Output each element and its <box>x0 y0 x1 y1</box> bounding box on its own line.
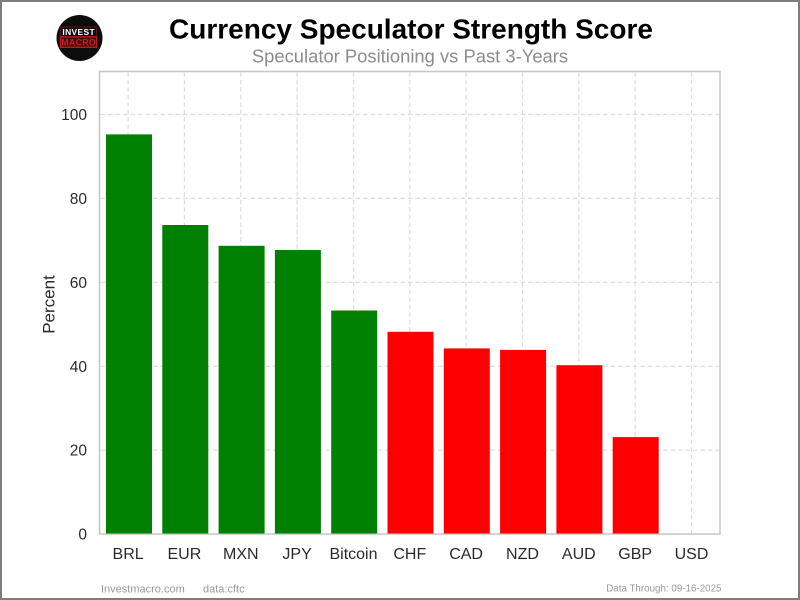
svg-text:USD: USD <box>675 546 709 563</box>
svg-text:JPY: JPY <box>282 546 312 563</box>
svg-text:40: 40 <box>70 359 88 376</box>
svg-text:MACRO: MACRO <box>61 37 96 47</box>
svg-text:Investmacro.com: Investmacro.com <box>101 584 185 596</box>
svg-text:EUR: EUR <box>168 546 202 563</box>
svg-text:Percent: Percent <box>40 275 59 334</box>
svg-text:data:cftc: data:cftc <box>203 584 245 596</box>
svg-text:CAD: CAD <box>449 546 483 563</box>
svg-text:20: 20 <box>70 443 88 460</box>
svg-text:AUD: AUD <box>562 546 596 563</box>
svg-text:CHF: CHF <box>393 546 426 563</box>
svg-text:NZD: NZD <box>506 546 539 563</box>
svg-text:Bitcoin: Bitcoin <box>329 546 377 563</box>
svg-text:Data Through: 09-16-2025: Data Through: 09-16-2025 <box>606 584 722 595</box>
svg-text:INVEST: INVEST <box>62 27 95 37</box>
svg-text:GBP: GBP <box>618 546 652 563</box>
svg-text:Speculator Positioning vs Past: Speculator Positioning vs Past 3-Years <box>252 46 568 67</box>
svg-text:MXN: MXN <box>223 546 259 563</box>
svg-text:60: 60 <box>70 275 88 292</box>
svg-text:100: 100 <box>61 107 87 124</box>
svg-text:80: 80 <box>70 191 88 208</box>
svg-text:0: 0 <box>78 527 87 544</box>
svg-text:Currency Speculator Strength S: Currency Speculator Strength Score <box>169 14 653 45</box>
svg-text:BRL: BRL <box>113 546 144 563</box>
